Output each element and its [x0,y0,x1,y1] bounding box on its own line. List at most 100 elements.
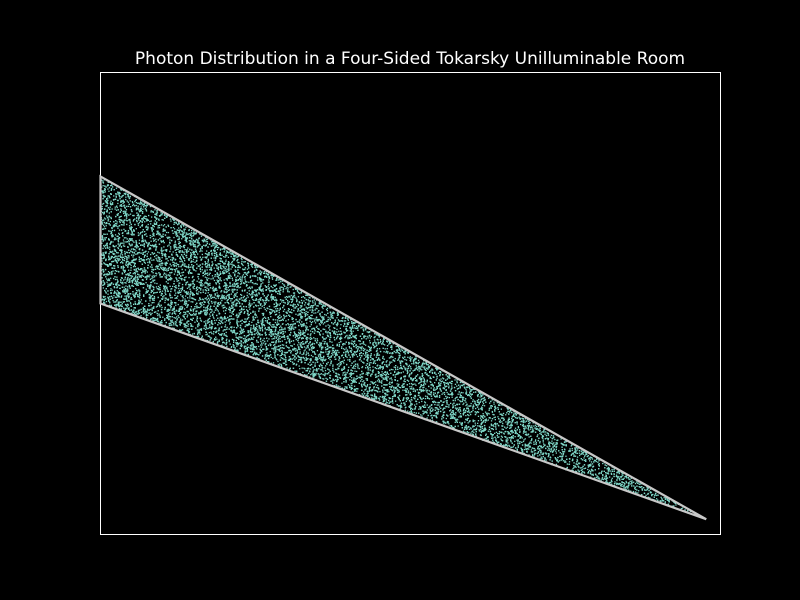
photon-point [411,386,413,388]
photon-point [122,291,124,293]
photon-point [109,206,111,208]
photon-point [231,338,234,341]
photon-point [418,370,420,372]
photon-point [111,251,113,253]
photon-point [114,238,116,240]
photon-point [169,256,171,258]
photon-point [450,402,452,404]
photon-point [186,310,188,312]
photon-point [245,324,247,326]
photon-point [120,253,122,255]
photon-point [354,380,356,382]
photon-point [391,346,393,348]
photon-point [223,310,225,312]
photon-point [148,287,150,289]
photon-point [608,466,610,469]
photon-point [115,194,117,196]
photon-point [557,439,559,441]
photon-point [167,279,169,281]
photon-point [171,257,173,259]
photon-point [197,265,199,267]
photon-point [223,334,225,336]
photon-point [327,316,329,318]
photon-point [378,366,381,369]
photon-point [471,433,474,435]
photon-point [151,216,153,218]
photon-point [128,275,130,277]
photon-point [364,384,366,386]
photon-point [315,312,317,314]
photon-point [386,402,388,404]
photon-point [231,346,233,348]
photon-point [167,315,169,318]
photon-point [155,213,158,215]
photon-point [187,297,189,299]
photon-point [609,481,611,484]
photon-point [126,291,128,293]
photon-point [530,428,532,430]
photon-point [404,358,406,361]
photon-point [399,350,402,352]
photon-point [137,219,140,221]
photon-point [578,452,581,454]
photon-point [534,440,537,442]
photon-point [124,282,126,284]
photon-point [526,425,529,427]
photon-point [435,373,437,375]
photon-point [124,278,126,280]
photon-point [363,343,365,345]
photon-point [472,409,474,411]
photon-point [189,297,191,299]
photon-point [116,238,118,240]
photon-point [426,404,428,406]
photon-point [562,460,564,462]
photon-point [632,490,635,493]
photon-point [347,384,350,386]
photon-point [187,320,189,322]
photon-point [164,253,166,255]
photon-point [363,391,365,393]
photon-point [610,472,612,474]
photon-point [549,442,551,444]
photon-point [276,279,278,281]
photon-point [305,351,308,353]
photon-point [475,407,477,410]
photon-point [270,309,272,311]
photon-point [344,320,347,322]
photon-point [184,232,186,234]
photon-point [407,410,409,412]
photon-point [465,388,467,391]
photon-point [200,289,202,291]
photon-point [426,373,428,375]
photon-point [556,442,558,444]
photon-point [211,265,213,267]
photon-point [144,310,147,312]
photon-point [119,204,121,206]
photon-point [315,372,317,374]
photon-point [295,288,297,290]
photon-point [256,283,258,285]
photon-point [309,358,311,360]
photon-point [281,328,283,331]
photon-point [243,330,245,333]
photon-point [491,435,493,437]
photon-point [469,388,471,390]
photon-point [230,268,232,270]
photon-point [454,383,457,385]
photon-point [174,269,176,271]
photon-point [106,281,108,283]
photon-point [332,378,334,380]
photon-point [163,288,165,290]
photon-point [231,251,233,254]
photon-point [370,353,372,355]
photon-point [209,338,212,340]
photon-point [179,306,181,308]
photon-point [105,263,107,265]
photon-point [228,295,230,297]
photon-point [171,271,173,274]
photon-point [616,479,618,482]
photon-point [394,371,396,373]
photon-point [192,266,194,268]
photon-point [182,306,184,308]
photon-point [117,241,120,243]
